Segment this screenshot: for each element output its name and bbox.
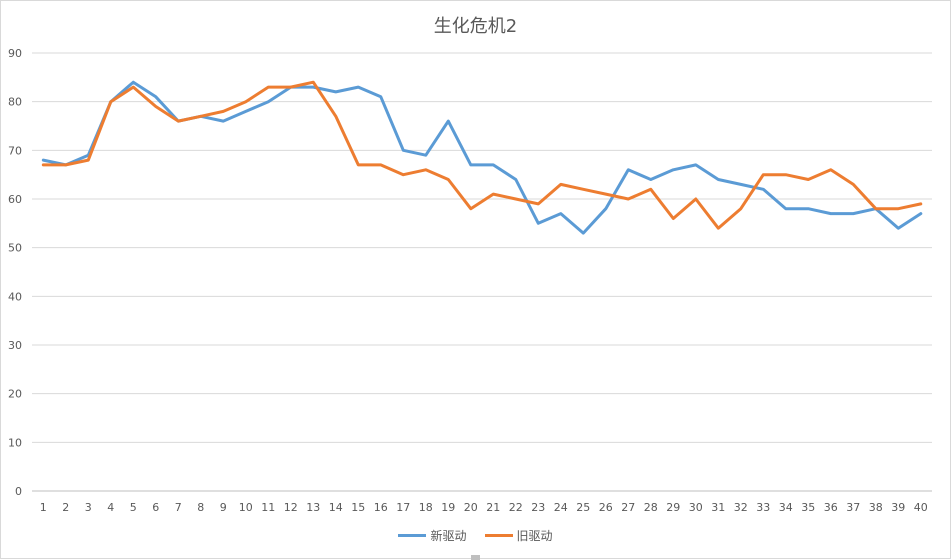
x-tick-label: 37 bbox=[846, 501, 860, 514]
x-tick-label: 39 bbox=[891, 501, 905, 514]
legend-label-old-driver: 旧驱动 bbox=[516, 529, 553, 543]
x-tick-label: 5 bbox=[130, 501, 137, 514]
x-tick-label: 14 bbox=[329, 501, 343, 514]
chart-title: 生化危机2 bbox=[433, 16, 518, 37]
x-tick-label: 22 bbox=[509, 501, 523, 514]
x-tick-label: 20 bbox=[464, 501, 478, 514]
legend-item-old-driver: 旧驱动 bbox=[484, 527, 553, 544]
x-tick-label: 33 bbox=[756, 501, 770, 514]
y-tick-label: 20 bbox=[8, 388, 22, 401]
x-tick-label: 38 bbox=[869, 501, 883, 514]
x-tick-label: 9 bbox=[220, 501, 227, 514]
legend-swatch-new-driver bbox=[398, 534, 427, 537]
y-tick-label: 10 bbox=[8, 436, 22, 449]
x-tick-label: 35 bbox=[801, 501, 815, 514]
y-tick-label: 70 bbox=[8, 144, 22, 157]
x-tick-label: 29 bbox=[666, 501, 680, 514]
legend: 新驱动 旧驱动 bbox=[0, 527, 951, 544]
y-tick-label: 0 bbox=[15, 485, 22, 498]
x-tick-label: 25 bbox=[576, 501, 590, 514]
legend-swatch-old-driver bbox=[484, 534, 513, 537]
x-tick-label: 10 bbox=[239, 501, 253, 514]
y-tick-label: 50 bbox=[8, 242, 22, 255]
x-tick-label: 1 bbox=[40, 501, 47, 514]
y-tick-label: 30 bbox=[8, 339, 22, 352]
y-tick-label: 80 bbox=[8, 96, 22, 109]
x-tick-label: 36 bbox=[824, 501, 838, 514]
x-tick-label: 32 bbox=[734, 501, 748, 514]
x-tick-label: 13 bbox=[306, 501, 320, 514]
x-tick-label: 8 bbox=[197, 501, 204, 514]
x-tick-label: 40 bbox=[914, 501, 928, 514]
x-tick-label: 24 bbox=[554, 501, 568, 514]
x-tick-label: 28 bbox=[644, 501, 658, 514]
x-tick-label: 26 bbox=[599, 501, 613, 514]
series-line-0 bbox=[41, 80, 923, 235]
legend-label-new-driver: 新驱动 bbox=[430, 529, 467, 543]
legend-item-new-driver: 新驱动 bbox=[398, 527, 467, 544]
x-tick-label: 27 bbox=[621, 501, 635, 514]
x-tick-label: 16 bbox=[374, 501, 388, 514]
x-tick-label: 7 bbox=[175, 501, 182, 514]
x-tick-label: 3 bbox=[85, 501, 92, 514]
y-tick-label: 60 bbox=[8, 193, 22, 206]
x-tick-label: 12 bbox=[284, 501, 298, 514]
x-tick-label: 19 bbox=[441, 501, 455, 514]
x-tick-label: 30 bbox=[689, 501, 703, 514]
series-line-1 bbox=[41, 80, 923, 230]
x-tick-label: 11 bbox=[261, 501, 275, 514]
x-tick-label: 4 bbox=[107, 501, 114, 514]
y-tick-label: 90 bbox=[8, 47, 22, 60]
x-tick-label: 6 bbox=[152, 501, 159, 514]
x-tick-label: 18 bbox=[419, 501, 433, 514]
x-tick-label: 34 bbox=[779, 501, 793, 514]
x-tick-label: 2 bbox=[62, 501, 69, 514]
x-tick-label: 21 bbox=[486, 501, 500, 514]
resize-handle[interactable] bbox=[471, 555, 480, 560]
x-tick-label: 23 bbox=[531, 501, 545, 514]
y-tick-label: 40 bbox=[8, 290, 22, 303]
x-tick-label: 15 bbox=[351, 501, 365, 514]
x-tick-label: 17 bbox=[396, 501, 410, 514]
x-tick-label: 31 bbox=[711, 501, 725, 514]
